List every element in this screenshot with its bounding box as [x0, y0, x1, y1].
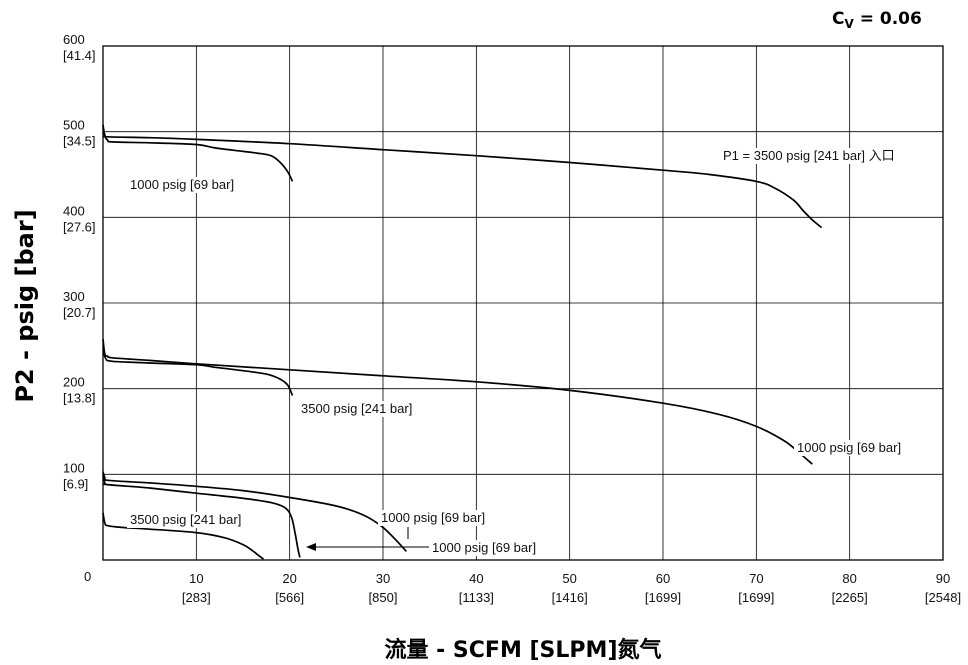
x-tick-label: 50: [562, 571, 576, 586]
curve-label: 3500 psig [241 bar]: [301, 401, 412, 416]
x-tick-label: 40: [469, 571, 483, 586]
curve-label: 1000 psig [69 bar]: [130, 177, 234, 192]
cv-value: = 0.06: [854, 9, 922, 29]
x-tick-label: 80: [842, 571, 856, 586]
x-tick-sublabel: [1699]: [738, 590, 774, 605]
series-line-5: [102, 471, 407, 552]
cv-label: CV = 0.06: [832, 9, 922, 31]
arrow-head: [306, 543, 316, 551]
x-tick-sublabel: [2548]: [925, 590, 961, 605]
y-tick-labels: 100[6.9] 200[13.8] 300[20.7] 400[27.6] 500[3…: [63, 32, 96, 491]
plot-frame: [102, 45, 944, 561]
y-tick-label: 300: [63, 289, 85, 304]
series-line-3: [102, 338, 813, 465]
x-tick-sublabel: [283]: [182, 590, 211, 605]
y-tick-label: 500: [63, 118, 85, 133]
x-tick-label: 70: [749, 571, 763, 586]
curve-label: 3500 psig [241 bar]: [130, 512, 241, 527]
x-tick-sublabel: [850]: [369, 590, 398, 605]
curve-labels: P1 = 3500 psig [241 bar] 入口 1000 psig [69…: [127, 148, 905, 556]
series-line-6: [102, 474, 301, 558]
y-tick-sublabel: [27.6]: [63, 219, 96, 234]
curve-label-bg: [378, 510, 489, 526]
curve-label: 1000 psig [69 bar]: [797, 440, 901, 455]
series-line-7: [102, 512, 264, 560]
y-tick-label: 600: [63, 32, 85, 47]
x-tick-label: 20: [282, 571, 296, 586]
x-tick-sublabel: [1416]: [552, 590, 588, 605]
x-tick-label: 30: [376, 571, 390, 586]
y-tick-sublabel: [41.4]: [63, 48, 96, 63]
x-tick-label: 0: [84, 569, 91, 584]
cv-symbol: C: [832, 9, 844, 29]
cv-subscript: V: [844, 17, 854, 31]
curve-label-bg: [794, 440, 905, 456]
curve-label-bg: [298, 401, 416, 417]
x-tick-labels: 0 10 [283] 20 [566] 30 [850] 40 [1133] 50 [1416] 60…: [84, 569, 961, 605]
curve-label: P1 = 3500 psig [241 bar] 入口: [723, 148, 895, 163]
curve-label-bg: [429, 540, 540, 556]
y-tick-sublabel: [20.7]: [63, 305, 96, 320]
y-tick-sublabel: [34.5]: [63, 134, 96, 149]
grid-lines: [103, 46, 943, 560]
curve-label: 1000 psig [69 bar]: [381, 510, 485, 525]
x-tick-label: 90: [936, 571, 950, 586]
y-axis-label: P2 - psig [bar]: [11, 209, 39, 402]
y-tick-sublabel: [6.9]: [63, 476, 88, 491]
y-tick-label: 100: [63, 460, 85, 475]
series-line-4: [102, 349, 294, 396]
y-tick-label: 200: [63, 375, 85, 390]
x-tick-sublabel: [2265]: [832, 590, 868, 605]
series-line-2: [102, 124, 294, 182]
curve-label-bg: [720, 148, 898, 164]
curve-label-bg: [127, 512, 245, 528]
x-tick-label: 10: [189, 571, 203, 586]
y-tick-label: 400: [63, 203, 85, 218]
x-axis-label: 流量 - SCFM [SLPM]氮气: [384, 637, 661, 663]
x-tick-sublabel: [1699]: [645, 590, 681, 605]
series-line-1: [102, 127, 823, 229]
x-tick-sublabel: [1133]: [459, 590, 494, 605]
curve-label: 1000 psig [69 bar]: [432, 540, 536, 555]
x-tick-label: 60: [656, 571, 670, 586]
curves: [102, 124, 823, 560]
x-tick-sublabel: [566]: [275, 590, 304, 605]
curve-label-bg: [127, 177, 238, 193]
y-tick-sublabel: [13.8]: [63, 391, 96, 406]
